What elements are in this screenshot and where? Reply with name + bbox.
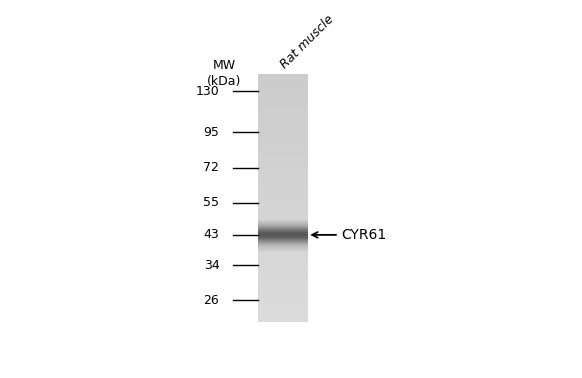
Text: 130: 130 xyxy=(196,85,219,98)
Text: 43: 43 xyxy=(204,228,219,242)
Text: 26: 26 xyxy=(204,294,219,307)
Text: 95: 95 xyxy=(204,125,219,138)
Text: CYR61: CYR61 xyxy=(341,228,386,242)
Text: (kDa): (kDa) xyxy=(207,74,241,88)
Text: 34: 34 xyxy=(204,259,219,272)
Text: Rat muscle: Rat muscle xyxy=(278,13,336,71)
Text: 72: 72 xyxy=(204,161,219,175)
Text: 55: 55 xyxy=(203,197,219,209)
Text: MW: MW xyxy=(212,59,235,71)
